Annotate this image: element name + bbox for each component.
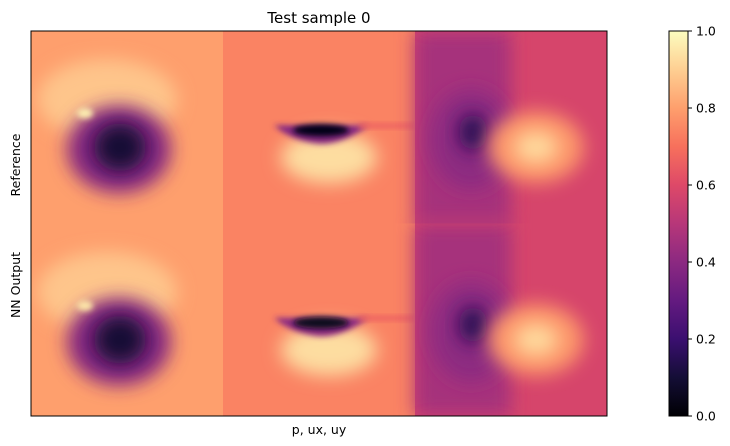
colorbar-tick-label: 1.0	[696, 24, 716, 39]
panel-nn-output-p	[31, 223, 223, 416]
colorbar	[668, 30, 689, 417]
wake	[359, 315, 414, 321]
stagnation-point	[77, 300, 93, 311]
panel-reference-p	[31, 31, 223, 224]
colorbar-tick-label: 0.6	[696, 178, 716, 193]
row-label-reference: Reference	[8, 133, 23, 196]
stagnation-point	[77, 108, 93, 119]
colorbar-tick-label: 0.8	[696, 101, 716, 116]
x-axis-label: p, ux, uy	[292, 422, 347, 437]
panel-reference-ux	[223, 31, 415, 224]
colorbar-tick-label: 0.4	[696, 255, 716, 270]
low-region-core	[293, 124, 349, 137]
plot-frame	[30, 30, 608, 417]
low-region-core	[94, 123, 146, 172]
low-region-core	[459, 114, 487, 151]
panel-nn-output-ux	[223, 223, 415, 416]
high-region-core	[514, 131, 558, 164]
chart-title: Test sample 0	[266, 9, 370, 27]
high-region-core	[514, 323, 558, 356]
high-region	[281, 131, 377, 184]
panel-reference-uy	[415, 31, 607, 224]
row-label-nn-output: NN Output	[8, 252, 23, 318]
colorbar-tick-label: 0.0	[696, 409, 716, 424]
low-region-core	[293, 316, 349, 329]
heatmap-panels	[31, 31, 607, 416]
panel-nn-output-uy	[415, 223, 607, 416]
wake	[359, 123, 414, 129]
colorbar-ticks: 0.0 0.2 0.4 0.6 0.8 1.0	[688, 24, 716, 424]
high-region	[281, 323, 377, 376]
colorbar-tick-label: 0.2	[696, 332, 716, 347]
low-region-core	[94, 315, 146, 364]
low-region-core	[459, 306, 487, 343]
